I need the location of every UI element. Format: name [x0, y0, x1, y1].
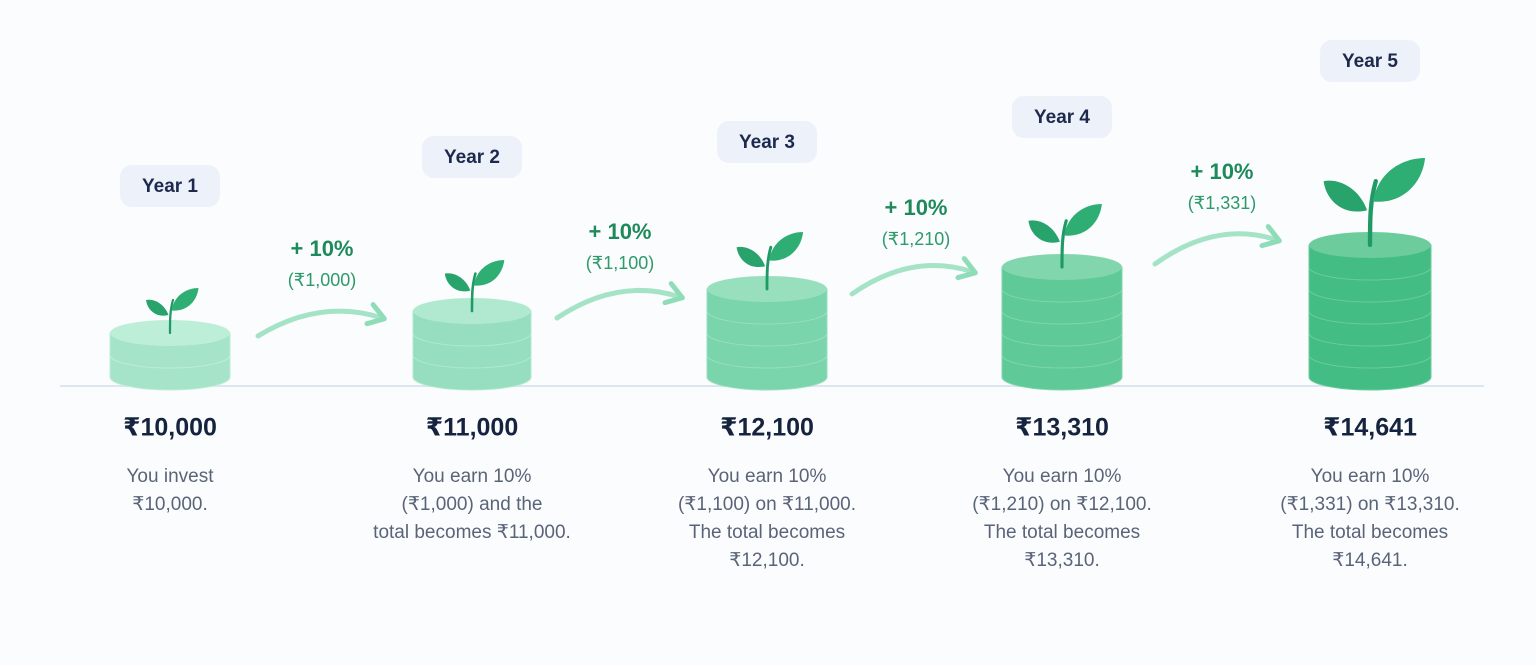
year-label: Year 3	[739, 132, 795, 153]
description-line: The total becomes	[689, 522, 845, 543]
year-pill	[1012, 96, 1112, 138]
stem	[1060, 219, 1068, 269]
description-line: You earn 10%	[1311, 466, 1430, 487]
growth-amount: (₹1,000)	[288, 270, 356, 290]
description-line: You earn 10%	[708, 466, 827, 487]
year-pill	[1320, 40, 1420, 82]
description-line: You earn 10%	[1003, 466, 1122, 487]
plant	[1028, 204, 1102, 269]
growth-arrow	[1152, 224, 1282, 267]
leaf	[736, 246, 766, 268]
description-line: You earn 10%	[413, 466, 532, 487]
description-line: (₹1,331) on ₹13,310.	[1280, 494, 1459, 515]
amount: ₹12,100	[720, 414, 814, 442]
growth-arrow	[255, 302, 387, 339]
description-line: ₹10,000.	[132, 494, 207, 515]
plant	[736, 232, 804, 291]
description-line: ₹14,641.	[1332, 550, 1407, 571]
plant	[444, 260, 505, 313]
description-line: The total becomes	[1292, 522, 1448, 543]
coin-stack	[706, 276, 828, 391]
growth-rate: + 10%	[1191, 159, 1254, 184]
growth-amount: (₹1,100)	[586, 253, 654, 273]
leaf	[473, 260, 505, 286]
year-pill	[717, 121, 817, 163]
leaf	[1028, 220, 1060, 243]
plant	[1323, 158, 1426, 248]
description-line: The total becomes	[984, 522, 1140, 543]
growth-rate: + 10%	[291, 236, 354, 261]
growth-amount: (₹1,331)	[1188, 193, 1256, 213]
coin-stack	[1308, 232, 1432, 391]
year-label: Year 5	[1342, 51, 1398, 72]
growth-amount: (₹1,210)	[882, 229, 950, 249]
year-pill	[422, 136, 522, 178]
stem	[168, 298, 175, 335]
year-label: Year 4	[1034, 107, 1090, 128]
growth-arrow	[554, 281, 685, 321]
leaf	[1372, 158, 1426, 202]
year-pill	[120, 165, 220, 207]
stem	[1367, 179, 1378, 248]
leaf	[768, 232, 804, 261]
description-line: (₹1,210) on ₹12,100.	[972, 494, 1151, 515]
amount: ₹11,000	[426, 414, 518, 442]
stem	[470, 272, 477, 313]
leaf	[1064, 204, 1102, 236]
amount: ₹10,000	[123, 414, 217, 442]
leaf	[1323, 180, 1368, 212]
stem	[765, 245, 773, 291]
year-label: Year 1	[142, 176, 198, 197]
growth-arrow	[849, 256, 978, 297]
coin-stack	[1001, 254, 1123, 391]
year-label: Year 2	[444, 147, 500, 168]
growth-rate: + 10%	[885, 195, 948, 220]
description-line: total becomes ₹11,000.	[373, 522, 571, 543]
amount: ₹13,310	[1015, 414, 1109, 442]
leaf	[171, 288, 199, 311]
amount: ₹14,641	[1323, 414, 1417, 442]
description-line: (₹1,100) on ₹11,000.	[678, 494, 856, 515]
leaf	[146, 299, 169, 316]
description-line: ₹13,310.	[1024, 550, 1099, 571]
description-line: (₹1,000) and the	[402, 494, 543, 515]
description-line: You invest	[127, 466, 215, 487]
plant	[146, 288, 199, 335]
leaf	[444, 273, 471, 292]
growth-rate: + 10%	[589, 219, 652, 244]
description-line: ₹12,100.	[729, 550, 804, 571]
